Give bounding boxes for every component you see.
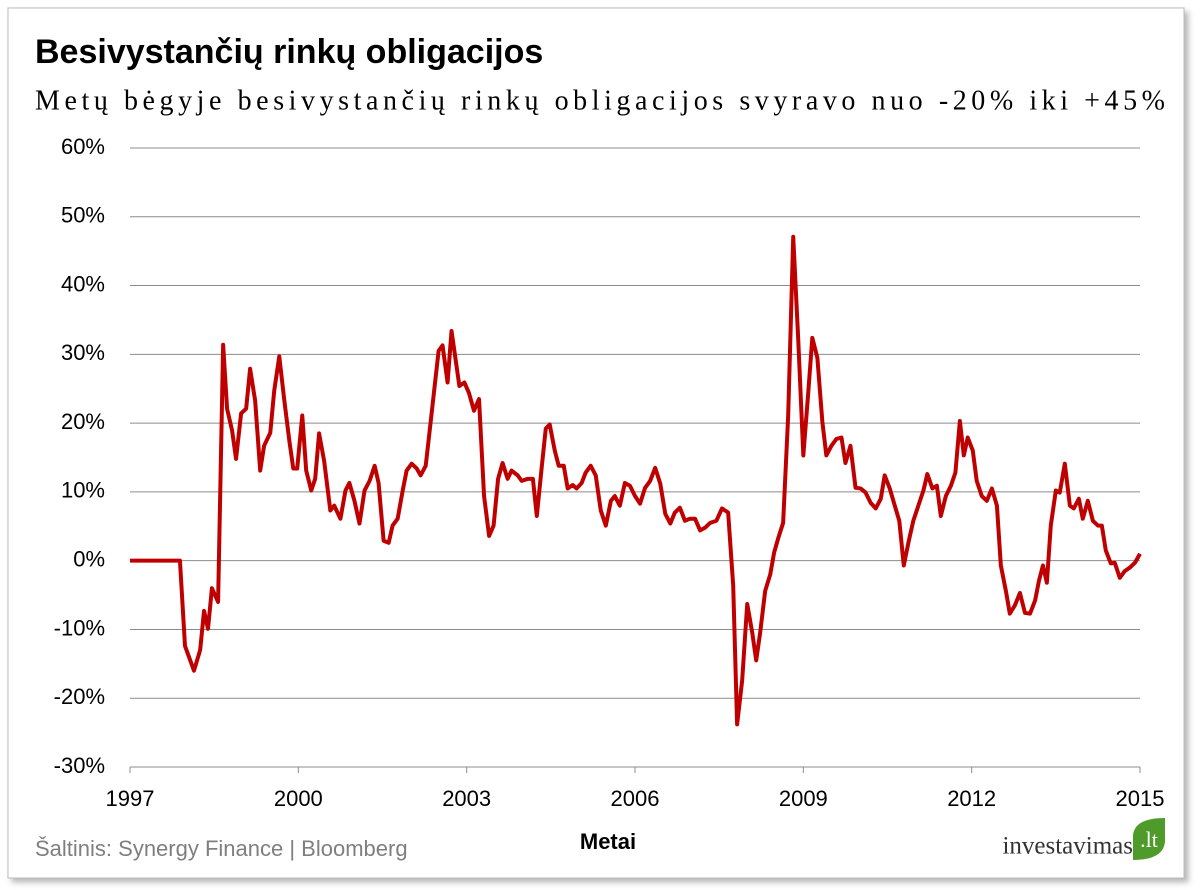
- logo-leaf: [1133, 818, 1165, 860]
- y-tick-label: 30%: [61, 340, 105, 365]
- y-tick-label: -20%: [54, 684, 105, 709]
- y-tick-label: 10%: [61, 478, 105, 503]
- y-tick-label: 60%: [61, 134, 105, 159]
- x-axis-label: Metai: [580, 829, 636, 854]
- y-tick-label: 40%: [61, 271, 105, 296]
- y-tick-label: 0%: [73, 546, 105, 571]
- x-tick-label: 2012: [947, 786, 996, 811]
- y-tick-label: 50%: [61, 203, 105, 228]
- data-line: [130, 234, 1142, 727]
- source-note: Šaltinis: Synergy Finance | Bloomberg: [35, 836, 408, 861]
- y-tick-label: -30%: [54, 753, 105, 778]
- y-tick-label: 20%: [61, 409, 105, 434]
- x-tick-label: 2009: [779, 786, 828, 811]
- frame: [7, 7, 1185, 879]
- chart-title: Besivystančių rinkų obligacijos: [35, 33, 543, 71]
- x-tick-label: 2015: [1116, 786, 1165, 811]
- logo-domain: .lt: [1140, 827, 1158, 852]
- y-tick-label: -10%: [54, 615, 105, 640]
- x-tick-label: 1997: [106, 786, 155, 811]
- logo-text: investavimas: [1002, 833, 1133, 860]
- x-tick-label: 2003: [442, 786, 491, 811]
- x-tick-label: 2000: [274, 786, 323, 811]
- x-tick-label: 2006: [611, 786, 660, 811]
